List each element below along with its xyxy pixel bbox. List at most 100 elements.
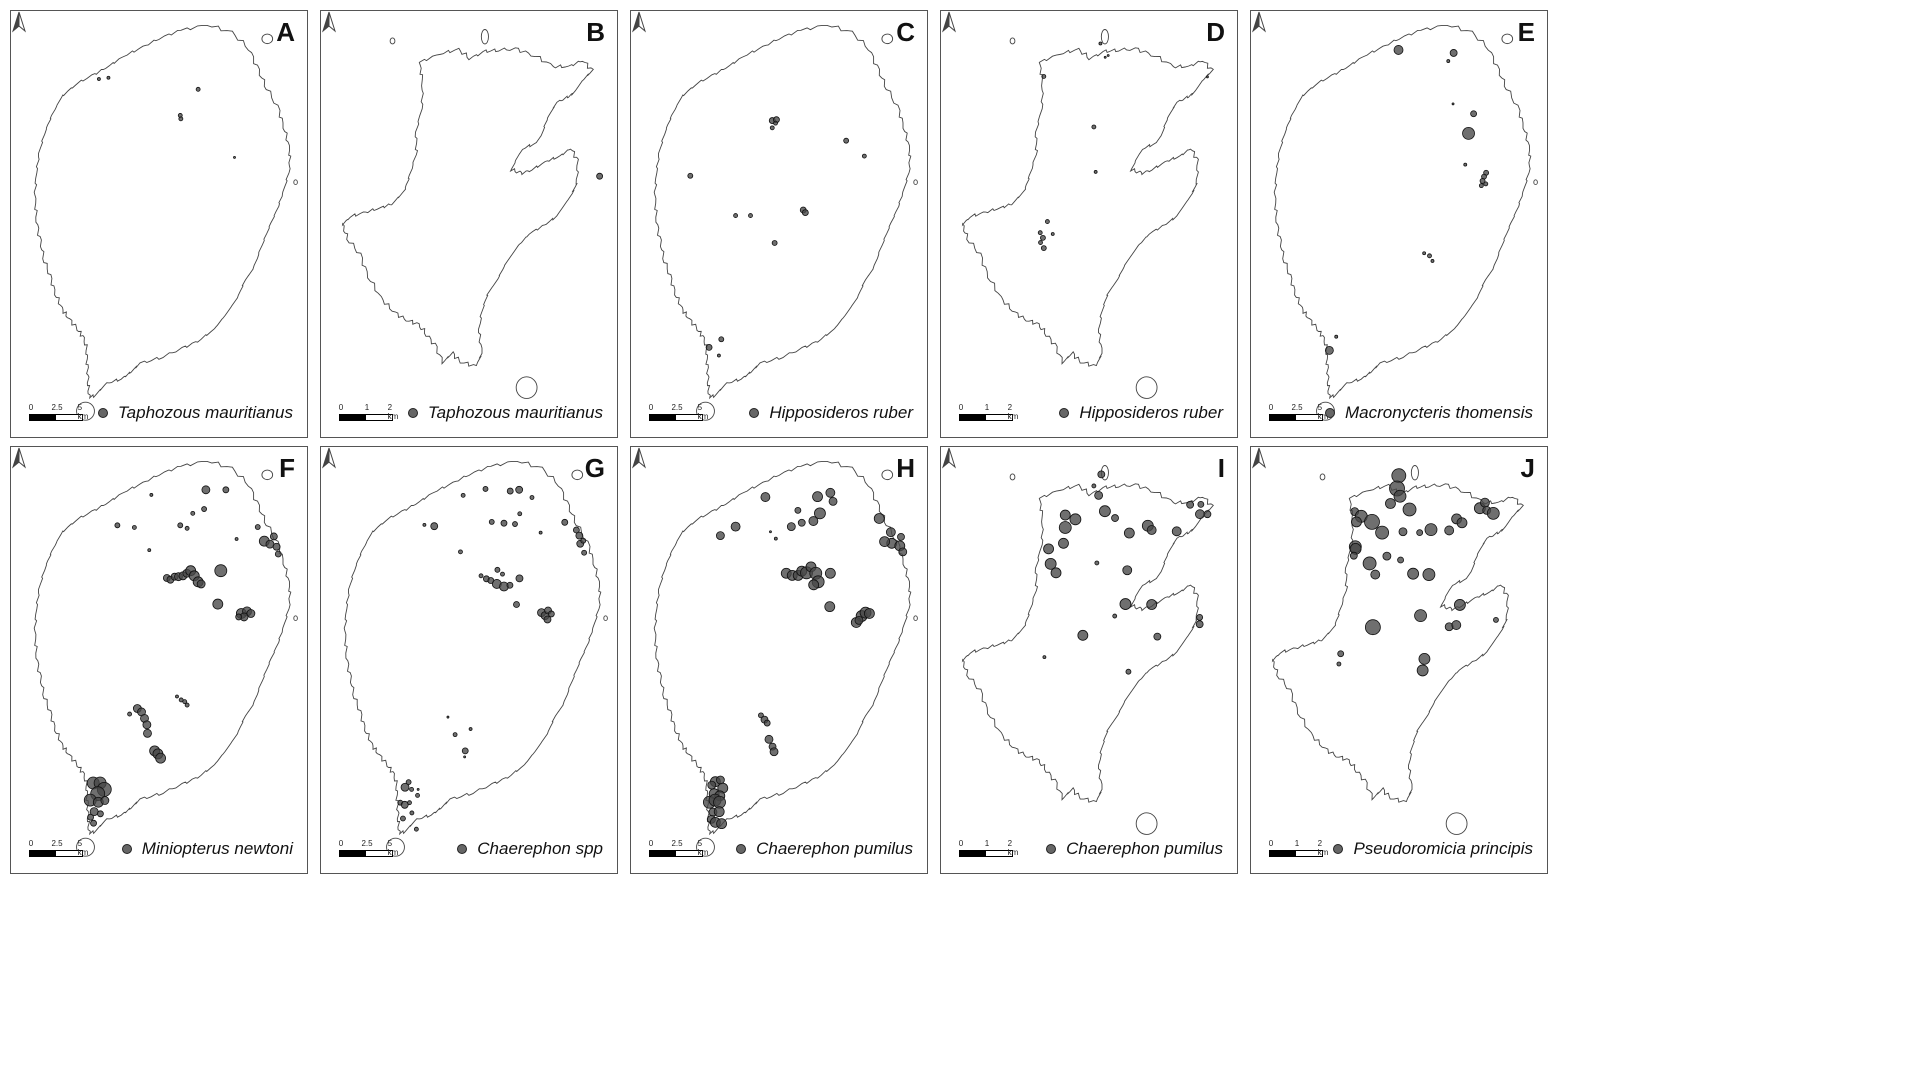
island-outline bbox=[33, 460, 292, 836]
scale-label: 5 km bbox=[1317, 403, 1329, 421]
record-point bbox=[1040, 245, 1047, 252]
record-point bbox=[861, 153, 867, 159]
record-point bbox=[272, 542, 281, 551]
record-point bbox=[178, 116, 184, 122]
record-point bbox=[422, 522, 427, 527]
scale-label: 0 bbox=[958, 403, 964, 412]
scale-label: 5 km bbox=[77, 403, 89, 421]
scale-label: 2 km bbox=[1317, 839, 1329, 857]
panel-letter: E bbox=[1517, 17, 1535, 47]
record-point bbox=[463, 755, 467, 759]
record-point bbox=[1370, 569, 1381, 580]
record-point bbox=[1334, 334, 1339, 339]
record-point bbox=[529, 495, 535, 500]
islet-outline bbox=[1135, 812, 1158, 835]
species-legend: Hipposideros ruber bbox=[749, 403, 913, 423]
record-point bbox=[1206, 75, 1209, 79]
record-point bbox=[1050, 567, 1062, 579]
islet-outline bbox=[571, 469, 584, 481]
map-panel-g: G 0 2.5 5 km Chaerephon spp bbox=[320, 446, 618, 874]
record-point bbox=[184, 702, 190, 708]
record-point bbox=[1422, 251, 1427, 256]
scale-label: 5 km bbox=[77, 839, 89, 857]
record-point bbox=[1336, 661, 1342, 667]
record-point bbox=[1146, 599, 1158, 610]
record-point bbox=[254, 524, 261, 530]
north-arrow-icon bbox=[632, 447, 646, 469]
species-legend: Hipposideros ruber bbox=[1059, 403, 1223, 423]
species-name: Chaerephon pumilus bbox=[1066, 839, 1223, 858]
record-point bbox=[543, 615, 552, 624]
scale-label: 2 km bbox=[387, 403, 399, 421]
record-point bbox=[1197, 500, 1205, 508]
record-point bbox=[1364, 514, 1380, 530]
scale-label: 2.5 bbox=[1291, 403, 1303, 412]
record-point bbox=[713, 806, 725, 818]
record-point bbox=[572, 526, 580, 534]
record-point bbox=[506, 487, 514, 495]
record-point bbox=[1171, 526, 1182, 537]
island-map bbox=[343, 460, 608, 857]
record-point bbox=[1337, 650, 1345, 658]
islet-outline bbox=[76, 401, 95, 421]
record-point bbox=[1125, 668, 1132, 675]
scale-bar: 0 2.5 5 km bbox=[339, 839, 398, 857]
record-point bbox=[400, 815, 406, 822]
record-point bbox=[1351, 516, 1362, 528]
record-point bbox=[1427, 253, 1432, 259]
record-point bbox=[461, 747, 469, 755]
record-point bbox=[409, 810, 415, 816]
record-point bbox=[873, 513, 885, 524]
record-point bbox=[1483, 181, 1489, 187]
island-map bbox=[653, 460, 918, 857]
islet-outline bbox=[1135, 376, 1158, 399]
record-point bbox=[1123, 527, 1135, 539]
scale-label: 0 bbox=[28, 839, 34, 848]
record-point bbox=[885, 527, 896, 538]
island-map bbox=[961, 29, 1214, 399]
record-point bbox=[1098, 41, 1103, 46]
record-point bbox=[808, 516, 819, 526]
scale-label: 2.5 bbox=[671, 839, 683, 848]
legend-point-icon bbox=[407, 408, 418, 418]
scale-bar: 0 2.5 5 km bbox=[28, 839, 88, 857]
record-point bbox=[575, 531, 584, 540]
scale-label: 5 km bbox=[387, 839, 399, 857]
map-panel-h: H 0 2.5 5 km Chaerephon pumilus bbox=[630, 446, 928, 874]
record-point bbox=[506, 581, 514, 589]
species-name: Macronycteris thomensis bbox=[1344, 403, 1533, 422]
record-point bbox=[1038, 240, 1043, 245]
species-legend: Chaerephon spp bbox=[457, 839, 603, 859]
record-point bbox=[1493, 617, 1499, 623]
record-point bbox=[1418, 652, 1431, 665]
scale-label: 0 bbox=[28, 403, 34, 412]
map-panel-e: E 0 2.5 5 km Macronycteris thomensis bbox=[1250, 10, 1548, 438]
record-point bbox=[430, 522, 439, 531]
record-point bbox=[1416, 529, 1424, 536]
panel-letter: J bbox=[1520, 453, 1535, 483]
island-outline bbox=[961, 47, 1214, 367]
record-point bbox=[1324, 346, 1334, 355]
record-point bbox=[897, 532, 905, 541]
record-point bbox=[1195, 509, 1205, 520]
islet-outline bbox=[293, 615, 298, 622]
record-point bbox=[760, 492, 771, 502]
record-point bbox=[773, 120, 778, 126]
species-name: Hipposideros ruber bbox=[1079, 403, 1223, 422]
species-name: Miniopterus newtoni bbox=[141, 839, 293, 858]
island-outline bbox=[1273, 24, 1532, 400]
record-point bbox=[97, 77, 101, 81]
legend-point-icon bbox=[97, 408, 108, 418]
record-point bbox=[114, 522, 121, 529]
record-point bbox=[1453, 599, 1466, 611]
record-point bbox=[843, 137, 850, 144]
islet-outline bbox=[1009, 37, 1016, 45]
record-point bbox=[1451, 620, 1462, 630]
species-legend: Chaerephon pumilus bbox=[1046, 839, 1223, 859]
record-point bbox=[222, 486, 230, 494]
legend-point-icon bbox=[457, 844, 468, 854]
record-point bbox=[1146, 525, 1157, 535]
record-point bbox=[416, 787, 420, 791]
record-point bbox=[1462, 127, 1475, 140]
